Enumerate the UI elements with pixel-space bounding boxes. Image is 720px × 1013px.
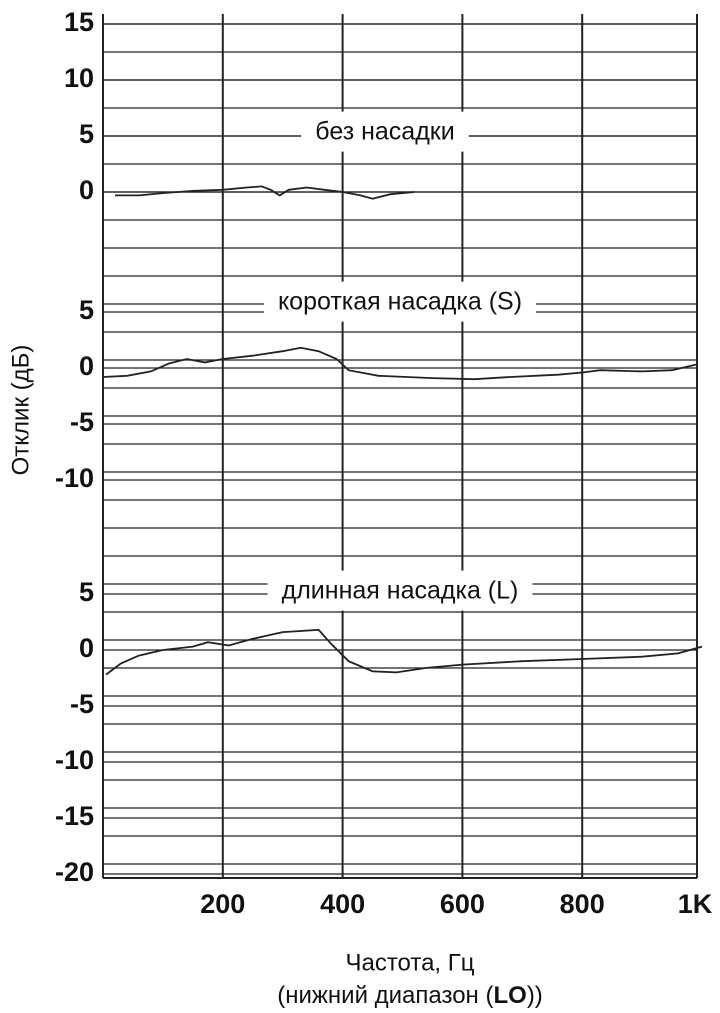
y-tick-label: -15 [55, 801, 94, 831]
y-tick-label: 0 [79, 351, 94, 381]
title-box [267, 570, 533, 611]
title-box [263, 281, 537, 322]
x-tick-label: 600 [440, 889, 485, 919]
y-tick-label: 0 [79, 633, 94, 663]
y-tick-label: 5 [79, 295, 94, 325]
response-curve [102, 346, 697, 381]
x-axis-sublabel-part: LO [493, 982, 526, 1009]
panel-title: короткая насадка (S) [278, 288, 522, 316]
x-axis-sublabel-part: (нижний диапазон ( [277, 982, 493, 1009]
y-tick-label: -5 [70, 689, 94, 719]
title-box [301, 111, 469, 152]
y-tick-label: 0 [79, 175, 94, 205]
y-tick-label: 15 [64, 7, 94, 37]
x-axis-sublabel-part: )) [527, 982, 543, 1009]
x-tick-label: 1K [678, 889, 713, 919]
y-axis-label: Отклик (дБ) [7, 345, 34, 476]
y-tick-label: -10 [55, 745, 94, 775]
response-curve [105, 628, 703, 676]
panel-title: без насадки [315, 118, 454, 146]
y-tick-label: -5 [70, 407, 94, 437]
y-tick-label: -10 [55, 463, 94, 493]
background-grid [102, 14, 697, 879]
x-axis-sublabel: (нижний диапазон (LO)) [277, 982, 543, 1009]
panel-title: длинная насадка (L) [282, 577, 519, 605]
x-tick-label: 800 [560, 889, 605, 919]
response-curve [115, 185, 415, 200]
y-tick-label: 5 [79, 119, 94, 149]
x-tick-label: 200 [200, 889, 245, 919]
x-tick-label: 400 [320, 889, 365, 919]
x-axis-label: Частота, Гц [345, 949, 474, 976]
y-tick-label: 5 [79, 577, 94, 607]
y-tick-label: 10 [64, 63, 94, 93]
y-tick-label: -20 [55, 857, 94, 887]
